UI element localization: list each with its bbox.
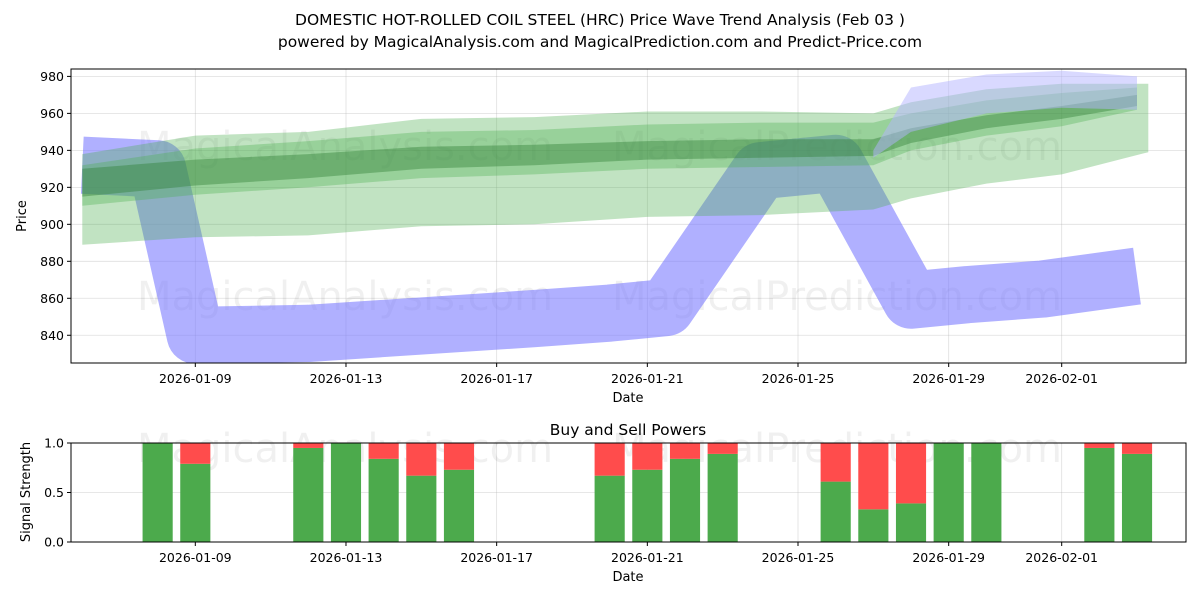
- price-series: [80, 70, 1149, 363]
- sell-power-bar: [1084, 443, 1115, 448]
- buy-power-bar: [1121, 453, 1153, 542]
- buy-power-bar: [632, 469, 663, 542]
- signal-chart-title: Buy and Sell Powers: [550, 421, 707, 439]
- price-y-tick-label: 980: [40, 69, 64, 84]
- price-band-green-band-mid: [82, 87, 1137, 206]
- signal-x-tick-label: 2026-01-25: [762, 550, 835, 565]
- signal-bars: [142, 443, 1153, 542]
- sell-power-bar: [858, 443, 889, 510]
- price-band-green-band-wide: [82, 83, 1149, 245]
- signal-x-tick-label: 2026-01-13: [310, 550, 383, 565]
- price-x-tick-label: 2026-01-29: [912, 371, 985, 386]
- price-band-blue-upper-haze: [873, 70, 1137, 158]
- sell-power-bar: [669, 443, 701, 459]
- signal-y-axis-label: Signal Strength: [19, 442, 34, 542]
- sell-power-bar: [707, 443, 738, 454]
- price-watermark: MagicalAnalysis.com: [137, 124, 553, 170]
- buy-power-bar: [707, 453, 738, 542]
- buy-power-bar: [142, 443, 173, 542]
- sell-power-bar: [443, 443, 475, 470]
- price-x-tick-label: 2026-01-13: [310, 371, 383, 386]
- price-wave-blue-wave: [80, 134, 1141, 363]
- buy-power-bar: [368, 458, 399, 542]
- price-axis-ticks: 2026-01-09 2026-01-13 2026-01-17 2026-01-21…: [40, 69, 1098, 386]
- signal-x-axis-label: Date: [612, 570, 643, 585]
- sell-power-bar: [180, 443, 211, 464]
- signal-y-tick-label: 0.5: [44, 485, 64, 500]
- buy-power-bar: [933, 443, 964, 542]
- buy-power-bar: [971, 443, 1002, 542]
- buy-power-bar: [443, 469, 475, 542]
- buy-power-bar: [180, 463, 211, 542]
- sell-power-bar: [820, 443, 851, 482]
- price-x-tick-label: 2026-01-21: [611, 371, 684, 386]
- price-plot-frame: [70, 68, 1187, 364]
- signal-axis-ticks: 2026-01-09 2026-01-13 2026-01-17 2026-01-21…: [44, 436, 1098, 566]
- price-x-tick-label: 2026-02-01: [1025, 371, 1098, 386]
- sell-power-bar: [895, 443, 927, 504]
- buy-power-bar: [1084, 447, 1115, 542]
- signal-x-tick-label: 2026-01-29: [912, 550, 985, 565]
- buy-power-bar: [594, 475, 625, 542]
- price-band-green-band-core: [82, 94, 1137, 197]
- sell-power-bar: [406, 443, 437, 476]
- chart-title-line1: DOMESTIC HOT-ROLLED COIL STEEL (HRC) Pri…: [295, 11, 905, 29]
- buy-power-bar: [858, 509, 889, 542]
- sell-power-bar: [632, 443, 663, 470]
- price-x-axis-label: Date: [612, 391, 643, 406]
- sell-power-bar: [1121, 443, 1153, 454]
- sell-power-bar: [293, 443, 324, 448]
- buy-power-bar: [293, 447, 324, 542]
- price-y-tick-label: 920: [40, 180, 64, 195]
- buy-power-bar: [330, 443, 362, 542]
- price-y-tick-label: 880: [40, 254, 64, 269]
- signal-y-tick-label: 1.0: [44, 436, 64, 451]
- price-x-tick-label: 2026-01-25: [762, 371, 835, 386]
- sell-power-bar: [594, 443, 625, 476]
- signal-y-tick-label: 0.0: [44, 535, 64, 550]
- buy-power-bar: [406, 475, 437, 542]
- price-y-tick-label: 960: [40, 106, 64, 121]
- price-x-tick-label: 2026-01-17: [460, 371, 533, 386]
- price-x-tick-label: 2026-01-09: [159, 371, 232, 386]
- buy-power-bar: [669, 458, 701, 542]
- price-y-tick-label: 860: [40, 291, 64, 306]
- buy-power-bar: [820, 481, 851, 542]
- price-y-tick-label: 840: [40, 328, 64, 343]
- sell-power-bar: [368, 443, 399, 459]
- price-y-axis-label: Price: [15, 200, 30, 232]
- buy-power-bar: [895, 503, 927, 542]
- price-y-tick-label: 940: [40, 143, 64, 158]
- price-y-tick-label: 900: [40, 217, 64, 232]
- price-series-clipped: [80, 70, 1149, 363]
- signal-x-tick-label: 2026-01-21: [611, 550, 684, 565]
- chart-title-line2: powered by MagicalAnalysis.com and Magic…: [278, 33, 922, 51]
- signal-x-tick-label: 2026-01-09: [159, 550, 232, 565]
- signal-x-tick-label: 2026-01-17: [460, 550, 533, 565]
- signal-x-tick-label: 2026-02-01: [1025, 550, 1098, 565]
